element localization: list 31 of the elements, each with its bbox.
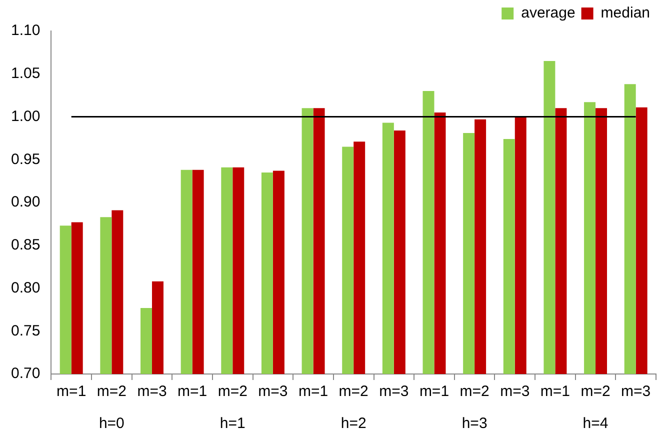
text: h=4 xyxy=(582,415,608,432)
x-tick-label: m=1 xyxy=(56,383,86,400)
y-tick-label: 1.05 xyxy=(10,65,40,82)
text: h=3 xyxy=(462,415,488,432)
x-tick-label: m=1 xyxy=(178,383,208,400)
x-tick-label: m=1 xyxy=(419,383,450,400)
x-tick-label: m=3 xyxy=(137,383,167,400)
x-tick-label: m=2 xyxy=(218,383,248,400)
x-tick-label: m=1 xyxy=(298,383,328,400)
x-tick-label: m=3 xyxy=(379,383,409,400)
y-tick-label: 0.80 xyxy=(10,279,40,296)
x-tick-label: m=2 xyxy=(338,383,368,400)
x-tick-label: m=3 xyxy=(500,383,530,400)
x-tick-label: m=2 xyxy=(96,383,126,400)
legend-label: average xyxy=(521,4,576,22)
text: h=1 xyxy=(220,415,246,432)
y-tick-label: 0.75 xyxy=(10,322,40,340)
text: h=0 xyxy=(98,415,124,432)
y-tick-label: 0.90 xyxy=(10,194,40,211)
x-tick-label: m=2 xyxy=(460,383,490,400)
text: h=2 xyxy=(340,415,366,432)
x-tick-label: m=3 xyxy=(621,383,651,400)
y-tick-label: 1.10 xyxy=(10,22,40,40)
y-tick-label: 0.85 xyxy=(10,236,40,254)
x-tick-label: m=3 xyxy=(258,383,288,400)
legend-label: median xyxy=(600,4,650,22)
x-tick-label: m=2 xyxy=(580,383,610,400)
y-tick-label: 0.70 xyxy=(10,365,40,382)
y-tick-label: 1.00 xyxy=(10,108,40,125)
x-tick-label: m=1 xyxy=(540,383,570,400)
y-tick-label: 0.95 xyxy=(10,150,40,168)
